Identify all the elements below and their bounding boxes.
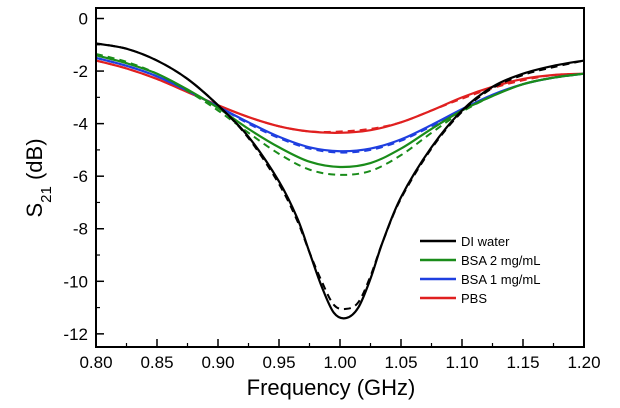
y-tick-label: -2: [73, 62, 88, 81]
series-bsa-2-mg-ml-line: [95, 54, 585, 169]
y-axis-title-unit: (dB): [22, 138, 47, 186]
series-pbs-line: [95, 59, 585, 134]
y-axis-title-main: S: [22, 203, 47, 218]
x-tick-label: 1.05: [384, 353, 417, 372]
y-tick-label: -4: [73, 115, 88, 134]
legend: DI water BSA 2 mg/mL BSA 1 mg/mL PBS: [420, 234, 540, 306]
x-axis: 0.80 0.85 0.90 0.95 1.00 1.05 1.10 1.15 1.20: [79, 339, 601, 372]
y-axis-title-sub: 21: [38, 186, 55, 203]
legend-label-di-water: DI water: [461, 234, 510, 249]
x-tick-label: 1.00: [323, 353, 356, 372]
x-tick-label: 1.15: [506, 353, 539, 372]
plot-area: [95, 7, 585, 348]
x-tick-label: 0.85: [140, 353, 173, 372]
y-axis: 0 -2 -4 -6 -8 -10 -12: [63, 10, 104, 344]
legend-label-pbs: PBS: [461, 291, 487, 306]
series-di-water-line: [95, 42, 585, 320]
legend-label-bsa-2-mg-ml: BSA 2 mg/mL: [461, 253, 540, 268]
y-tick-label: -10: [63, 272, 88, 291]
y-axis-title: S21 (dB): [22, 138, 55, 217]
series-bsa-1-mg-ml-line: [95, 56, 585, 153]
y-tick-label: -6: [73, 167, 88, 186]
series-bsa-2-mg-ml-dashed-line: [95, 53, 585, 176]
x-tick-label: 0.90: [201, 353, 234, 372]
series-pbs-dashed-line: [95, 59, 585, 134]
y-tick-label: -8: [73, 220, 88, 239]
x-tick-label: 1.20: [567, 353, 600, 372]
plot-frame: [95, 7, 585, 348]
x-axis-title: Frequency (GHz): [247, 375, 416, 400]
y-tick-label: 0: [79, 10, 88, 29]
legend-label-bsa-1-mg-ml: BSA 1 mg/mL: [461, 272, 540, 287]
x-tick-label: 1.10: [445, 353, 478, 372]
y-tick-label: -12: [63, 325, 88, 344]
x-tick-label: 0.95: [262, 353, 295, 372]
x-tick-label: 0.80: [79, 353, 112, 372]
series-bsa-1-mg-ml-dashed-line: [95, 56, 585, 154]
